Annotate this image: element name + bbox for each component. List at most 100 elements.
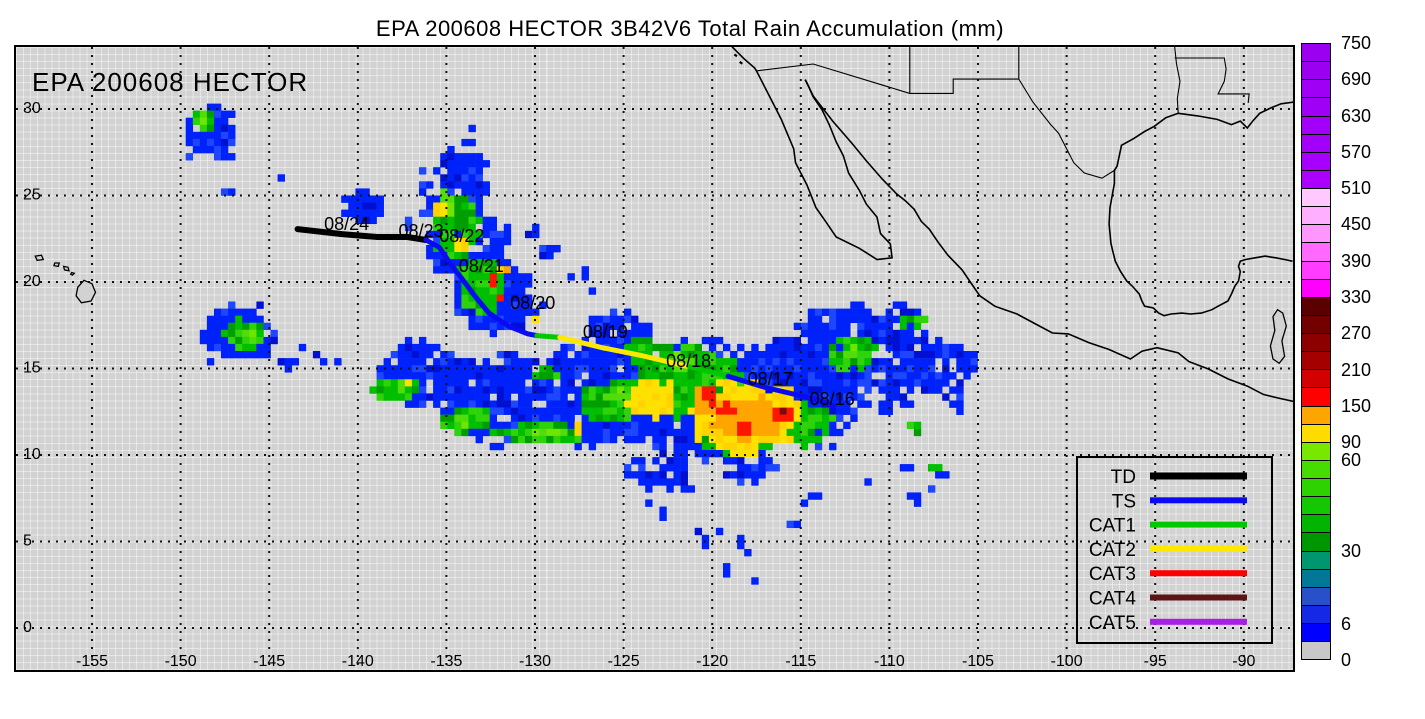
storm-track-segment-cat2 bbox=[557, 334, 692, 370]
colorbar-cell bbox=[1301, 43, 1331, 63]
colorbar-cell bbox=[1301, 315, 1331, 334]
coastline bbox=[731, 47, 758, 72]
colorbar-tick-label: 570 bbox=[1341, 141, 1372, 162]
colorbar-tick-label: 690 bbox=[1341, 69, 1372, 90]
colorbar-cell bbox=[1301, 207, 1331, 226]
track-date-label: 08/20 bbox=[510, 293, 555, 313]
coastline bbox=[804, 79, 1293, 403]
colorbar-tick-label: 0 bbox=[1341, 650, 1352, 670]
axis-labels: -155 -150 -145 -140 -135 -130 -125 -120 -115 -110… bbox=[23, 100, 1255, 670]
colorbar-tick-label: 150 bbox=[1341, 395, 1372, 416]
colorbar-cell bbox=[1301, 424, 1331, 443]
island-outline bbox=[75, 279, 97, 304]
map-plot-area: 08/24 08/23 08/22 08/21 08/20 08/19 08/18 08/17… bbox=[14, 45, 1295, 672]
colorbar-cell bbox=[1301, 515, 1331, 534]
political-border bbox=[1174, 47, 1181, 114]
legend-swatch-cat2 bbox=[1150, 545, 1247, 552]
colorbar-tick-label: 630 bbox=[1341, 105, 1372, 126]
legend-swatch-cat5 bbox=[1150, 618, 1247, 625]
lon-tick-label: -125 bbox=[608, 653, 640, 670]
colorbar-tick-label: 390 bbox=[1341, 250, 1372, 271]
colorbar-cell bbox=[1301, 116, 1331, 135]
storm-track bbox=[294, 226, 837, 409]
colorbar-cell bbox=[1301, 80, 1331, 99]
track-date-label: 08/19 bbox=[583, 322, 628, 342]
colorbar-cell bbox=[1301, 605, 1331, 624]
track-intensity-legend: TD TS CAT1 CAT2 CAT3 CAT4 CAT5 bbox=[1076, 456, 1273, 644]
colorbar-cell bbox=[1301, 442, 1331, 461]
lon-tick-label: -90 bbox=[1232, 653, 1255, 670]
colorbar-cell bbox=[1301, 243, 1331, 262]
colorbar-tick-label: 270 bbox=[1341, 323, 1372, 344]
colorbar-tick-label: 30 bbox=[1341, 541, 1362, 562]
island-outline bbox=[1269, 308, 1287, 365]
lon-tick-label: -120 bbox=[696, 653, 728, 670]
legend-swatch-ts bbox=[1150, 497, 1247, 504]
lon-tick-label: -135 bbox=[430, 653, 462, 670]
colorbar-cell bbox=[1301, 225, 1331, 244]
coastline bbox=[1108, 170, 1293, 317]
colorbar-tick-label: 210 bbox=[1341, 359, 1372, 380]
coastline bbox=[755, 70, 893, 261]
colorbar-cell bbox=[1301, 624, 1331, 643]
colorbar-cell bbox=[1301, 370, 1331, 389]
colorbar-tick-label: 510 bbox=[1341, 178, 1372, 199]
colorbar-cell bbox=[1301, 261, 1331, 280]
lat-tick-label: 20 bbox=[23, 273, 41, 290]
legend-label-cat2: CAT2 bbox=[1089, 540, 1136, 561]
political-border bbox=[756, 63, 1019, 94]
small-island bbox=[733, 53, 738, 58]
colorbar-cell bbox=[1301, 479, 1331, 498]
legend-swatch-cat1 bbox=[1150, 521, 1247, 528]
colorbar-cell bbox=[1301, 189, 1331, 208]
colorbar-tick-label: 330 bbox=[1341, 287, 1372, 308]
storm-track-segment-cat1 bbox=[534, 333, 563, 340]
colorbar-cell bbox=[1301, 388, 1331, 407]
lon-tick-label: -155 bbox=[76, 653, 108, 670]
track-date-label: 08/21 bbox=[459, 256, 504, 276]
coastlines bbox=[34, 47, 1293, 403]
storm-track-segment-ts bbox=[423, 237, 540, 339]
lon-tick-label: -95 bbox=[1144, 653, 1167, 670]
colorbar-cell bbox=[1301, 170, 1331, 189]
legend-swatch-cat4 bbox=[1150, 594, 1247, 601]
chart-title: EPA 200608 HECTOR 3B42V6 Total Rain Accu… bbox=[375, 16, 1005, 41]
island-outline bbox=[34, 254, 45, 262]
island-outline bbox=[69, 271, 76, 276]
small-island bbox=[739, 60, 743, 65]
lat-tick-label: 10 bbox=[23, 446, 41, 463]
track-date-label: 08/22 bbox=[439, 226, 484, 246]
lon-tick-label: -150 bbox=[165, 653, 197, 670]
island-outline bbox=[53, 262, 61, 268]
colorbar-tick-label: 750 bbox=[1341, 33, 1372, 53]
track-date-label: 08/16 bbox=[810, 389, 855, 409]
colorbar-cell bbox=[1301, 297, 1331, 316]
legend-label-ts: TS bbox=[1112, 491, 1136, 512]
colorbar-cell bbox=[1301, 134, 1331, 153]
colorbar-cell bbox=[1301, 551, 1331, 570]
legend-label-cat4: CAT4 bbox=[1089, 589, 1137, 610]
colorbar-cell bbox=[1301, 642, 1331, 661]
colorbar bbox=[1301, 43, 1331, 661]
coastline bbox=[1113, 101, 1293, 171]
colorbar-cell bbox=[1301, 460, 1331, 479]
lat-tick-label: 30 bbox=[23, 100, 41, 117]
legend-swatch-cat3 bbox=[1150, 570, 1247, 577]
colorbar-tick-label: 90 bbox=[1341, 432, 1362, 453]
lon-tick-label: -105 bbox=[962, 653, 994, 670]
rain-raster bbox=[185, 103, 978, 585]
lon-tick-label: -145 bbox=[253, 653, 285, 670]
political-border bbox=[1174, 57, 1250, 103]
colorbar-cell bbox=[1301, 352, 1331, 371]
lat-tick-label: 25 bbox=[23, 187, 41, 204]
lat-tick-label: 5 bbox=[23, 533, 32, 550]
colorbar-tick-label: 60 bbox=[1341, 450, 1362, 471]
colorbar-cell bbox=[1301, 406, 1331, 425]
political-border bbox=[1018, 78, 1115, 179]
storm-track-segment-ts bbox=[725, 373, 837, 409]
track-date-label: 08/23 bbox=[399, 221, 444, 241]
legend-label-cat1: CAT1 bbox=[1089, 516, 1136, 537]
colorbar-cell bbox=[1301, 152, 1331, 171]
